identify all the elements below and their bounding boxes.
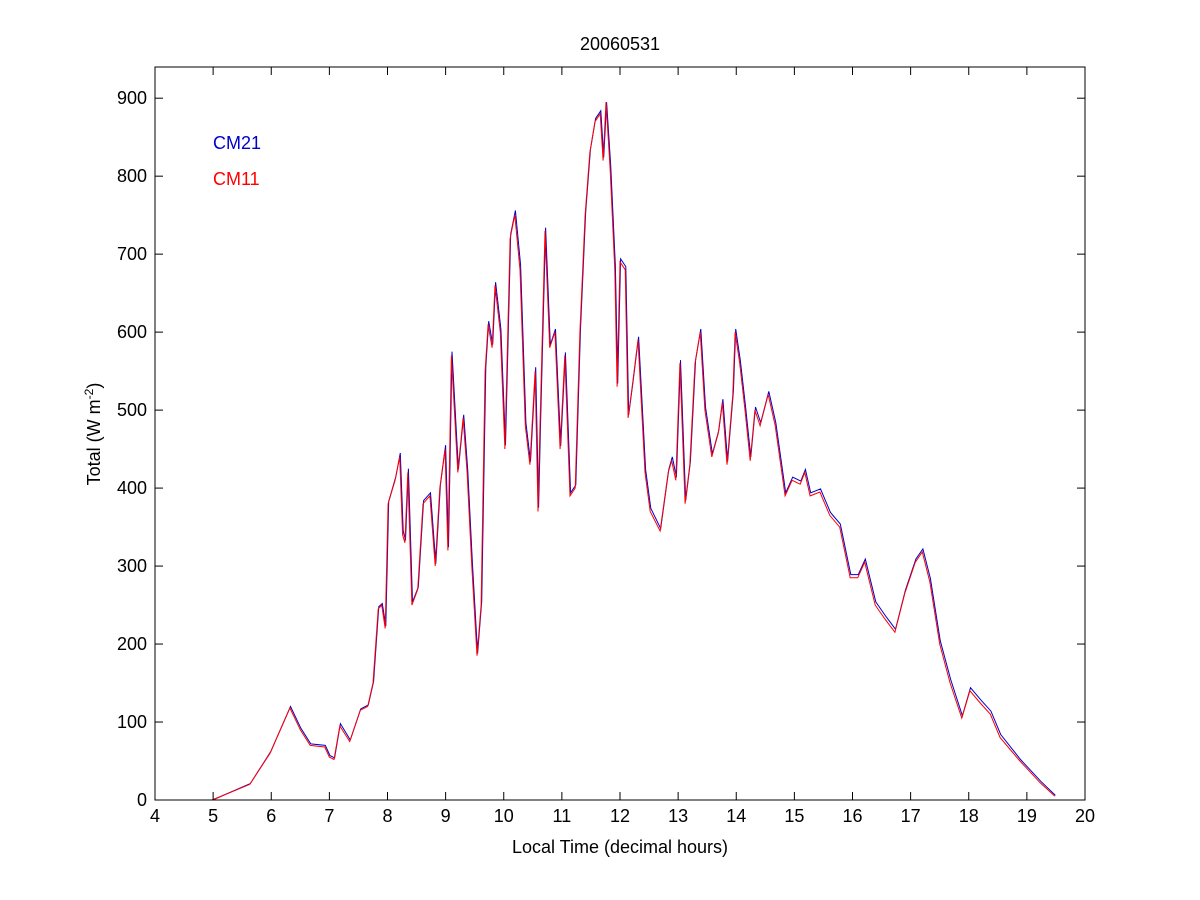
x-tick-label: 11 bbox=[553, 806, 572, 826]
y-axis-label-close: ) bbox=[84, 383, 104, 389]
x-tick-label: 18 bbox=[959, 806, 979, 826]
y-tick-label: 500 bbox=[117, 400, 147, 420]
y-tick-label: 200 bbox=[117, 634, 147, 654]
x-tick-label: 7 bbox=[324, 806, 334, 826]
x-tick-label: 12 bbox=[610, 806, 630, 826]
series-layer bbox=[211, 102, 1056, 801]
y-tick-label: 800 bbox=[117, 166, 147, 186]
x-axis-label: Local Time (decimal hours) bbox=[512, 837, 728, 857]
x-tick-label: 9 bbox=[441, 806, 451, 826]
x-tick-label: 13 bbox=[668, 806, 688, 826]
x-tick-label: 17 bbox=[901, 806, 921, 826]
plot-frame bbox=[154, 66, 1086, 801]
series-cm11-line bbox=[211, 102, 1056, 801]
series-cm21-line bbox=[212, 102, 1056, 801]
x-tick-label: 10 bbox=[494, 806, 514, 826]
x-tick-label: 20 bbox=[1075, 806, 1095, 826]
x-tick-label: 19 bbox=[1017, 806, 1037, 826]
y-tick-label: 100 bbox=[117, 712, 147, 732]
chart-title: 20060531 bbox=[580, 34, 660, 54]
y-tick-label: 300 bbox=[117, 556, 147, 576]
x-tick-label: 14 bbox=[726, 806, 746, 826]
y-tick-label: 600 bbox=[117, 322, 147, 342]
y-axis-label-main: Total (W m bbox=[84, 399, 104, 485]
y-tick-label: 0 bbox=[137, 790, 147, 810]
ticks-layer: 4 5 6 7 8 9 10 11 12 13 14 15 16 17 18 19 20010020030040… bbox=[117, 67, 1095, 826]
x-tick-label: 15 bbox=[784, 806, 804, 826]
legend-cm21: CM21 bbox=[213, 133, 261, 153]
x-tick-label: 6 bbox=[266, 806, 276, 826]
y-axis-label-superscript: -2 bbox=[82, 388, 96, 399]
x-tick-label: 4 bbox=[150, 806, 160, 826]
x-tick-label: 16 bbox=[842, 806, 862, 826]
y-tick-label: 400 bbox=[117, 478, 147, 498]
legend-cm11: CM11 bbox=[213, 169, 260, 189]
x-tick-label: 5 bbox=[208, 806, 218, 826]
y-axis-label: Total (W m-2) bbox=[82, 383, 104, 486]
y-tick-label: 700 bbox=[117, 244, 147, 264]
x-tick-label: 8 bbox=[382, 806, 392, 826]
y-tick-label: 900 bbox=[117, 88, 147, 108]
